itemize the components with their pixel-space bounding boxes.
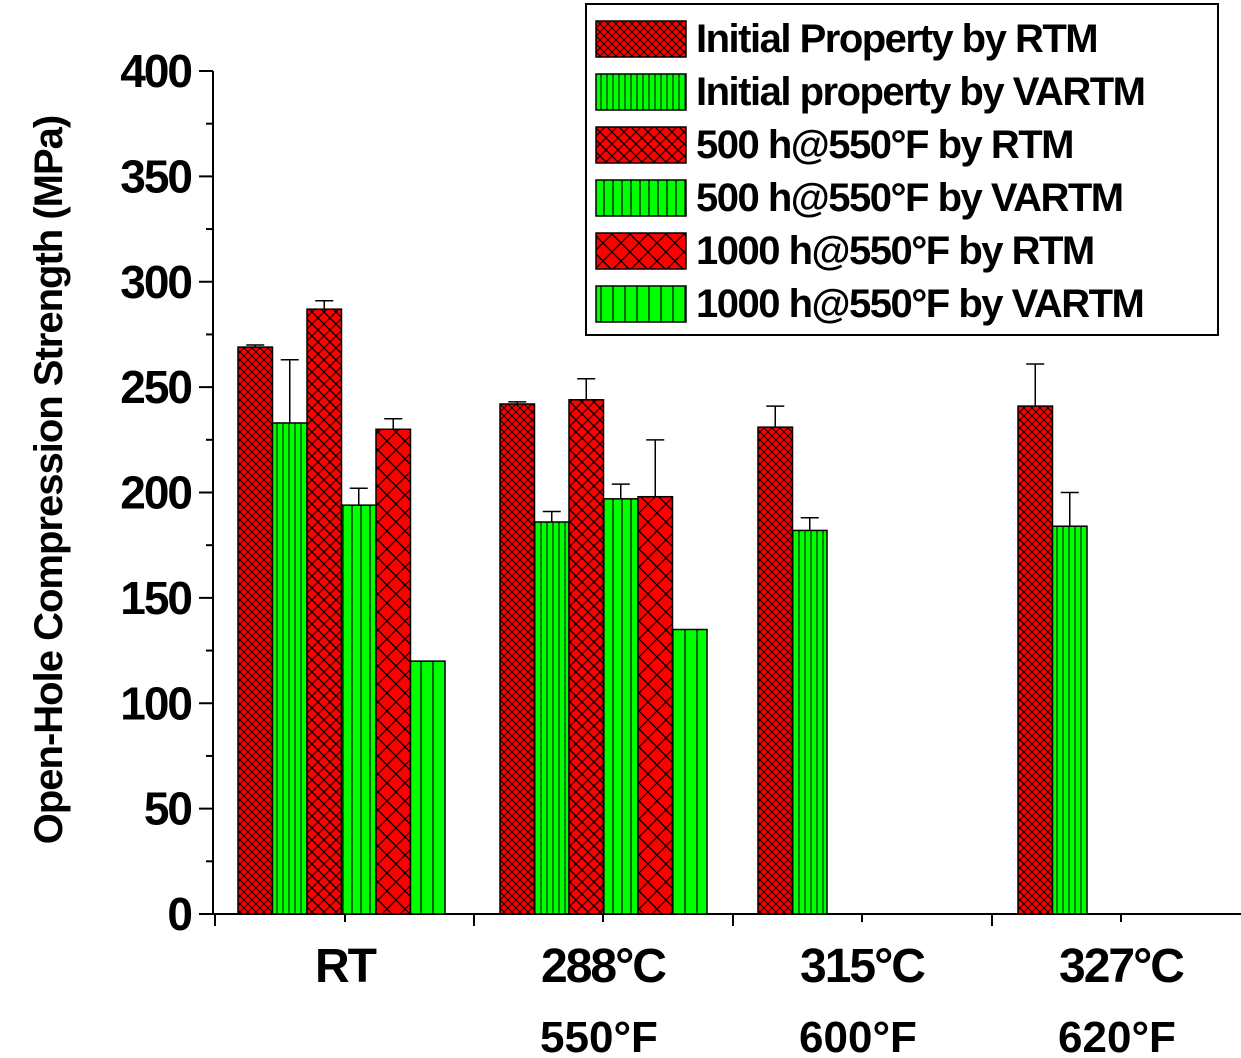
bar (409, 660, 446, 915)
bar (791, 529, 828, 915)
bar (499, 403, 536, 915)
legend-swatch (595, 232, 687, 270)
legend-box (585, 3, 1219, 336)
y-tick-label: 150 (120, 572, 191, 624)
legend-label: Initial Property by RTM (696, 17, 1097, 61)
legend-swatch (595, 179, 687, 217)
bar (637, 495, 674, 915)
bar (671, 628, 708, 915)
bar (602, 498, 639, 915)
x-category-sublabel: 600°F (799, 1013, 917, 1058)
bar (306, 308, 343, 915)
legend-swatch (595, 73, 687, 111)
y-tick-label: 250 (120, 361, 191, 413)
y-tick-label: 0 (167, 888, 191, 940)
y-tick-label: 400 (120, 45, 191, 97)
bar (340, 504, 377, 915)
y-tick-label: 200 (120, 467, 191, 519)
bar (1017, 405, 1054, 915)
legend-label: Initial property by VARTM (696, 70, 1144, 114)
legend-label: 1000 h@550°F by VARTM (696, 282, 1143, 326)
legend-swatch (595, 126, 687, 164)
bar (533, 521, 570, 915)
legend-label: 500 h@550°F by VARTM (696, 176, 1123, 220)
legend-label: 1000 h@550°F by RTM (696, 229, 1094, 273)
legend-swatch (595, 20, 687, 58)
bar (757, 426, 794, 915)
category-labels: RT 288°C 550°F 315°C 600°F 327°C 620°F (315, 940, 1186, 1058)
legend: Initial Property by RTM Initial property … (585, 3, 1219, 336)
y-axis-title: Open-Hole Compression Strength (MPa) (27, 116, 71, 845)
bars (237, 308, 1088, 915)
bar (375, 428, 412, 915)
bar (237, 346, 274, 915)
x-category-label: 288°C (541, 940, 666, 993)
bar (568, 399, 605, 915)
legend-swatch (595, 285, 687, 323)
y-ticks: 0 50 100 150 200 250 300 350 400 (120, 45, 213, 940)
x-category-sublabel: 620°F (1058, 1013, 1176, 1058)
x-category-label: 315°C (800, 940, 925, 993)
legend-label: 500 h@550°F by RTM (696, 123, 1073, 167)
y-tick-label: 100 (120, 677, 191, 729)
bar (1051, 525, 1088, 915)
y-tick-label: 350 (120, 150, 191, 202)
x-category-sublabel: 550°F (540, 1013, 658, 1058)
bar (271, 422, 308, 915)
x-category-label: 327°C (1059, 940, 1184, 993)
y-tick-label: 50 (144, 783, 192, 835)
y-tick-label: 300 (120, 256, 191, 308)
error-bars (246, 299, 1079, 531)
x-category-label: RT (315, 940, 377, 993)
